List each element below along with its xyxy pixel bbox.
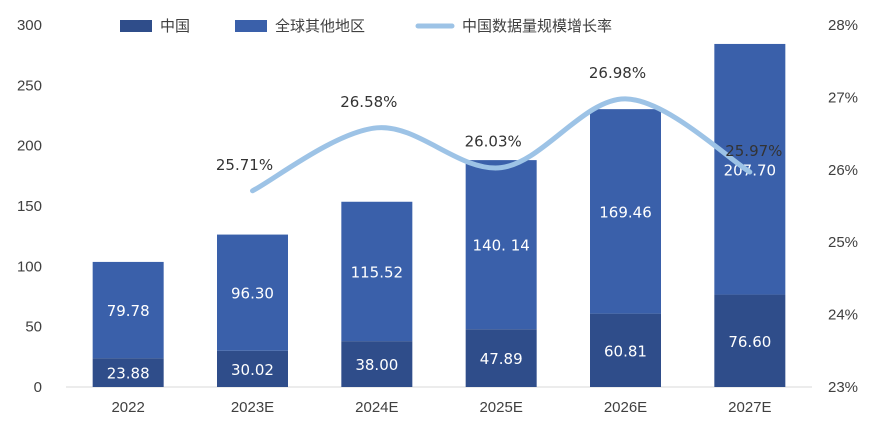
- y-left-tick-label: 150: [17, 198, 42, 215]
- growth-rate-label: 25.71%: [216, 156, 273, 174]
- x-tick-label: 2023E: [231, 399, 274, 416]
- right-axis: 23% 24% 25% 26% 27% 28%: [828, 17, 858, 396]
- growth-rate-label: 25.97%: [725, 142, 782, 160]
- x-axis: 2022 2023E 2024E 2025E 2026E 2027E: [111, 399, 771, 416]
- bar-label-china: 76.60: [728, 333, 771, 351]
- y-right-tick-label: 27%: [828, 89, 858, 106]
- y-left-tick-label: 300: [17, 17, 42, 34]
- bar-label-rest-of-world: 79.78: [107, 302, 150, 320]
- growth-rate-labels: 25.71% 26.58% 26.03% 26.98% 25.97%: [216, 64, 783, 174]
- bar-rest-of-world: [217, 234, 288, 351]
- x-tick-label: 2027E: [728, 399, 771, 416]
- bar-china: [92, 358, 164, 387]
- y-left-tick-label: 100: [17, 258, 42, 275]
- bar-label-rest-of-world: 140. 14: [473, 237, 530, 255]
- bar-label-china: 30.02: [231, 361, 274, 379]
- bar-label-china: 60.81: [604, 342, 647, 360]
- growth-rate-label: 26.03%: [465, 133, 522, 151]
- legend-label-china: 中国: [160, 17, 190, 35]
- y-right-tick-label: 28%: [828, 17, 858, 34]
- bar-label-rest-of-world: 96.30: [231, 285, 274, 303]
- legend: 中国 全球其他地区 中国数据量规模增长率: [120, 17, 612, 35]
- bar-china: [590, 313, 661, 387]
- bar-label-china: 23.88: [107, 365, 150, 383]
- bar-china: [217, 350, 288, 387]
- bar-china: [714, 294, 786, 387]
- x-tick-label: 2026E: [604, 399, 647, 416]
- x-tick-label: 2025E: [479, 399, 522, 416]
- y-left-tick-label: 0: [34, 379, 42, 396]
- growth-rate-label: 26.98%: [589, 64, 646, 82]
- bar-rest-of-world: [590, 109, 661, 314]
- bars: [92, 43, 786, 387]
- left-axis: 0 50 100 150 200 250 300: [17, 17, 42, 396]
- bar-rest-of-world: [92, 261, 164, 359]
- legend-label-growth-rate: 中国数据量规模增长率: [462, 17, 612, 35]
- legend-swatch-rest-of-world: [235, 20, 267, 32]
- x-tick-label: 2024E: [355, 399, 398, 416]
- bar-label-rest-of-world: 115.52: [351, 263, 404, 281]
- bar-label-rest-of-world: 169.46: [599, 203, 652, 221]
- y-left-tick-label: 200: [17, 138, 42, 155]
- y-left-tick-label: 250: [17, 77, 42, 94]
- x-tick-label: 2022: [111, 399, 144, 416]
- bar-label-china: 38.00: [355, 356, 398, 374]
- growth-rate-label: 26.58%: [340, 93, 397, 111]
- bar-china: [341, 341, 413, 387]
- bar-rest-of-world: [465, 160, 537, 330]
- y-right-tick-label: 23%: [828, 379, 858, 396]
- growth-rate-line: [250, 96, 753, 194]
- bar-rest-of-world: [341, 201, 413, 342]
- y-right-tick-label: 25%: [828, 234, 858, 251]
- bar-label-china: 47.89: [480, 350, 523, 368]
- y-left-tick-label: 50: [25, 319, 42, 336]
- y-right-tick-label: 26%: [828, 162, 858, 179]
- legend-swatch-china: [120, 20, 152, 32]
- bar-labels: 23.88 79.78 30.02 96.30 38.00 115.52 47.89 140.…: [107, 161, 776, 382]
- y-right-tick-label: 24%: [828, 307, 858, 324]
- bar-china: [465, 329, 537, 387]
- legend-label-rest-of-world: 全球其他地区: [275, 17, 365, 35]
